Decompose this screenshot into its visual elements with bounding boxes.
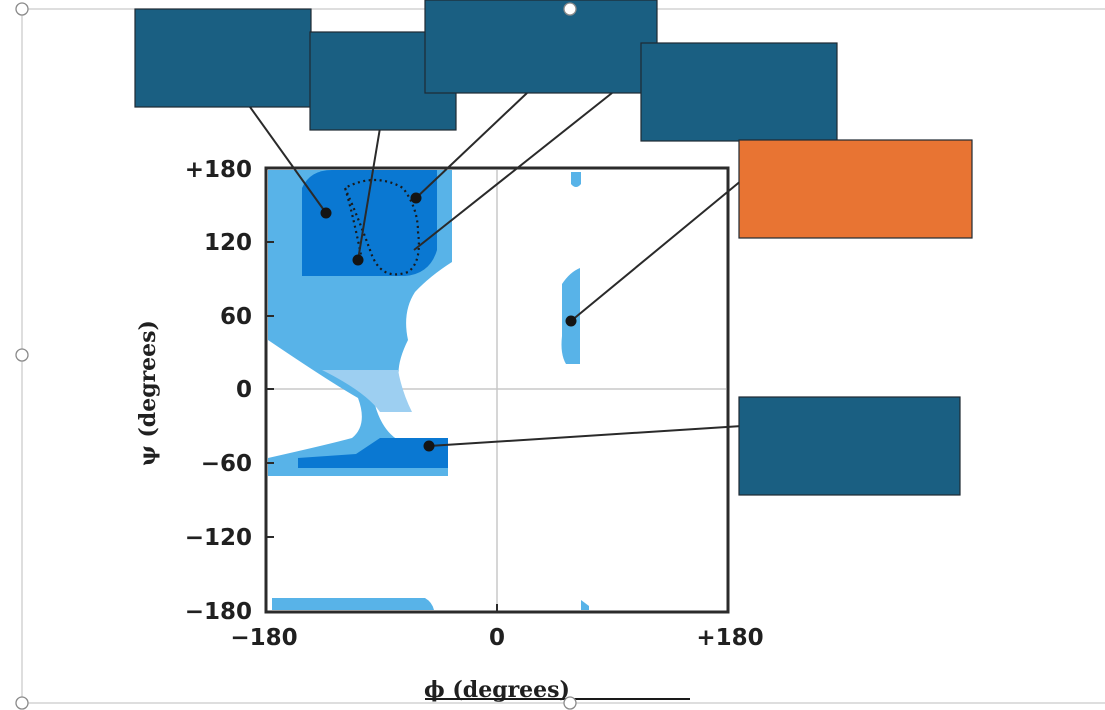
y-tick-label: 60 bbox=[220, 304, 252, 330]
y-tick-label: −120 bbox=[185, 525, 252, 551]
dot-1 bbox=[320, 207, 332, 219]
y-tick-labels: +180 120 60 0 −60 −120 −180 bbox=[185, 157, 252, 625]
label-box-5[interactable] bbox=[738, 139, 973, 239]
y-tick-label: 120 bbox=[204, 230, 252, 256]
leader-lines bbox=[244, 92, 743, 447]
dotted-loop bbox=[343, 178, 420, 276]
region-alpha-dark bbox=[298, 438, 448, 468]
y-tick-label: 0 bbox=[236, 377, 252, 403]
label-box-4[interactable] bbox=[640, 42, 838, 142]
label-box-1[interactable] bbox=[134, 8, 312, 108]
region-beta-dark bbox=[302, 170, 437, 276]
allowed-regions bbox=[268, 170, 589, 610]
x-tick-label: +180 bbox=[696, 625, 763, 651]
marker-dots bbox=[320, 192, 577, 452]
leader-2 bbox=[357, 127, 381, 261]
handle-top-center[interactable] bbox=[563, 2, 577, 16]
label-box-6[interactable] bbox=[738, 396, 961, 496]
x-tick-labels: −180 0 +180 bbox=[230, 625, 763, 651]
y-tick-label: −180 bbox=[185, 599, 252, 625]
region-bottom-sliver bbox=[581, 600, 589, 610]
x-tick-label: −180 bbox=[230, 625, 297, 651]
region-bottom-band bbox=[272, 598, 434, 610]
y-axis-title: ψ (degrees) bbox=[135, 320, 161, 466]
leader-1 bbox=[244, 99, 327, 214]
y-tick-label: −60 bbox=[201, 451, 252, 477]
y-tick-label: +180 bbox=[185, 157, 252, 183]
dot-2 bbox=[352, 254, 364, 266]
handle-bottom-left[interactable] bbox=[15, 696, 29, 710]
dot-6 bbox=[423, 440, 435, 452]
handle-middle-left[interactable] bbox=[15, 348, 29, 362]
leader-4 bbox=[413, 92, 613, 251]
leader-6 bbox=[428, 425, 743, 447]
dot-5 bbox=[565, 315, 577, 327]
region-bridge-pale bbox=[322, 370, 412, 412]
tick-marks bbox=[266, 241, 498, 612]
handle-top-left[interactable] bbox=[15, 2, 29, 16]
handle-bottom-center[interactable] bbox=[563, 696, 577, 710]
dot-3 bbox=[410, 192, 422, 204]
label-box-3[interactable] bbox=[424, 0, 658, 94]
region-top-sliver bbox=[571, 172, 581, 187]
leader-5 bbox=[570, 179, 743, 322]
selection-handles[interactable] bbox=[15, 2, 577, 710]
label-boxes bbox=[134, 0, 973, 496]
x-tick-label: 0 bbox=[489, 625, 505, 651]
leader-3 bbox=[415, 92, 528, 199]
